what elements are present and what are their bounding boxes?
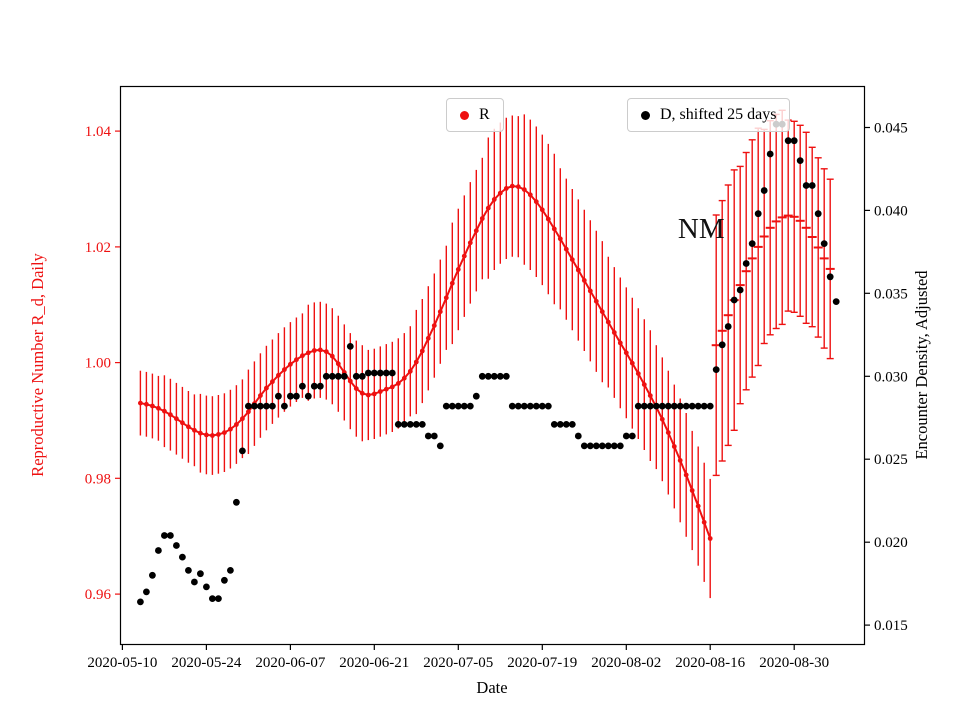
svg-text:2020-07-05: 2020-07-05 [423, 655, 493, 671]
svg-text:1.02: 1.02 [85, 240, 111, 256]
svg-text:2020-08-16: 2020-08-16 [675, 655, 745, 671]
x-axis-ticks: 2020-05-10 2020-05-24 2020-06-07 2020-06-21… [87, 645, 829, 671]
legend-r-label: R [479, 106, 490, 123]
svg-text:0.015: 0.015 [874, 618, 908, 634]
svg-text:0.035: 0.035 [874, 286, 908, 302]
y-axis-title-left: Reproductive Number R_d, Daily [28, 253, 47, 477]
svg-text:0.040: 0.040 [874, 203, 908, 219]
x-axis-title: Date [476, 678, 508, 697]
svg-text:2020-07-19: 2020-07-19 [507, 655, 577, 671]
series-r-recent [711, 109, 835, 477]
svg-text:2020-06-07: 2020-06-07 [255, 655, 325, 671]
series-r-main [138, 114, 713, 599]
right-axis-ticks: 0.015 0.020 0.025 0.030 0.035 0.040 0.045 [865, 121, 908, 634]
svg-text:0.96: 0.96 [85, 587, 112, 603]
svg-text:2020-05-10: 2020-05-10 [87, 655, 157, 671]
svg-text:0.030: 0.030 [874, 369, 908, 385]
svg-text:0.98: 0.98 [85, 471, 111, 487]
d-marker-icon [641, 110, 650, 120]
r-marker-icon [460, 110, 469, 120]
legend-d-label: D, shifted 25 days [660, 106, 777, 123]
svg-text:2020-06-21: 2020-06-21 [339, 655, 409, 671]
legend-d: D, shifted 25 days [627, 98, 791, 132]
svg-text:0.045: 0.045 [874, 121, 908, 137]
svg-text:1.04: 1.04 [85, 124, 112, 140]
left-axis-ticks: 0.96 0.98 1.00 1.02 1.04 [85, 124, 120, 603]
svg-text:1.00: 1.00 [85, 356, 111, 372]
y-axis-title-right: Encounter Density, Adjusted [912, 270, 931, 460]
svg-text:2020-08-30: 2020-08-30 [759, 655, 829, 671]
svg-text:2020-05-24: 2020-05-24 [171, 655, 241, 671]
svg-text:0.020: 0.020 [874, 535, 908, 551]
nm-annotation: NM [678, 213, 725, 245]
svg-text:0.025: 0.025 [874, 452, 908, 468]
legend-r: R [446, 98, 504, 132]
series-d-shifted [137, 120, 840, 606]
plot-frame [119, 85, 866, 646]
svg-text:2020-08-02: 2020-08-02 [591, 655, 661, 671]
